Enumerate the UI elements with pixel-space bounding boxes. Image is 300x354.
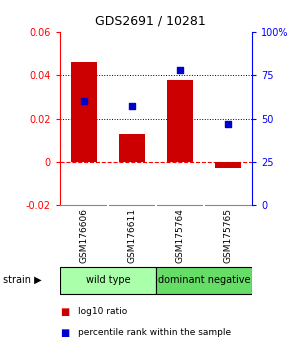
Text: ■: ■ [60,307,69,316]
Text: GSM175765: GSM175765 [224,208,232,263]
Text: strain ▶: strain ▶ [3,275,42,285]
Text: GDS2691 / 10281: GDS2691 / 10281 [94,14,206,27]
Text: log10 ratio: log10 ratio [78,307,127,316]
Bar [119,134,145,162]
Text: GSM175764: GSM175764 [176,208,184,263]
FancyBboxPatch shape [60,267,156,294]
Text: wild type: wild type [86,275,130,285]
Point [178,67,182,73]
Text: GSM176606: GSM176606 [80,208,88,263]
Point [226,121,230,127]
Point [130,104,134,109]
Bar [215,162,241,169]
Text: dominant negative: dominant negative [158,275,250,285]
Bar [167,80,193,162]
Text: GSM176611: GSM176611 [128,208,136,263]
Bar [71,62,97,162]
Point [82,98,86,104]
FancyBboxPatch shape [156,267,252,294]
Text: ■: ■ [60,328,69,338]
Text: percentile rank within the sample: percentile rank within the sample [78,328,231,337]
